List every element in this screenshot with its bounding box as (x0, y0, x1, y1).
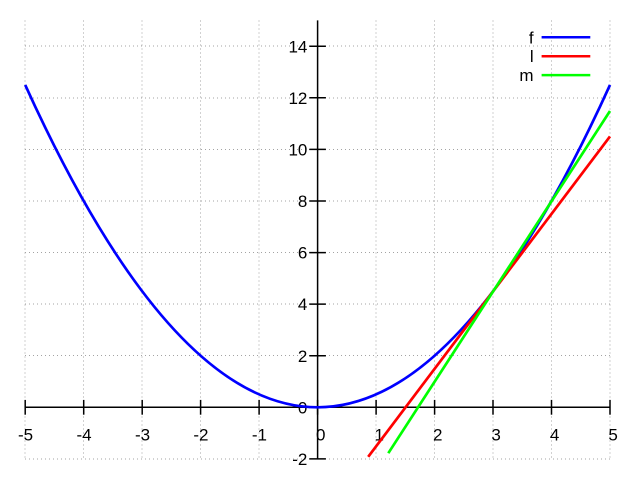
svg-text:5: 5 (608, 425, 617, 444)
svg-text:8: 8 (298, 192, 307, 211)
svg-text:4: 4 (298, 295, 307, 314)
svg-text:f: f (529, 28, 534, 47)
svg-text:0: 0 (316, 425, 325, 444)
svg-text:4: 4 (550, 425, 559, 444)
svg-text:10: 10 (288, 141, 307, 160)
svg-text:12: 12 (288, 89, 307, 108)
svg-text:3: 3 (491, 425, 500, 444)
svg-text:-1: -1 (252, 425, 267, 444)
svg-text:-2: -2 (292, 450, 307, 469)
svg-text:-3: -3 (135, 425, 150, 444)
svg-text:6: 6 (298, 244, 307, 263)
svg-text:m: m (519, 66, 533, 85)
svg-text:-5: -5 (18, 425, 33, 444)
svg-text:l: l (530, 47, 534, 66)
svg-text:2: 2 (433, 425, 442, 444)
svg-text:2: 2 (298, 347, 307, 366)
svg-text:14: 14 (288, 37, 307, 56)
svg-text:1: 1 (375, 425, 384, 444)
svg-text:-2: -2 (193, 425, 208, 444)
svg-text:-4: -4 (76, 425, 91, 444)
svg-text:0: 0 (298, 398, 307, 417)
